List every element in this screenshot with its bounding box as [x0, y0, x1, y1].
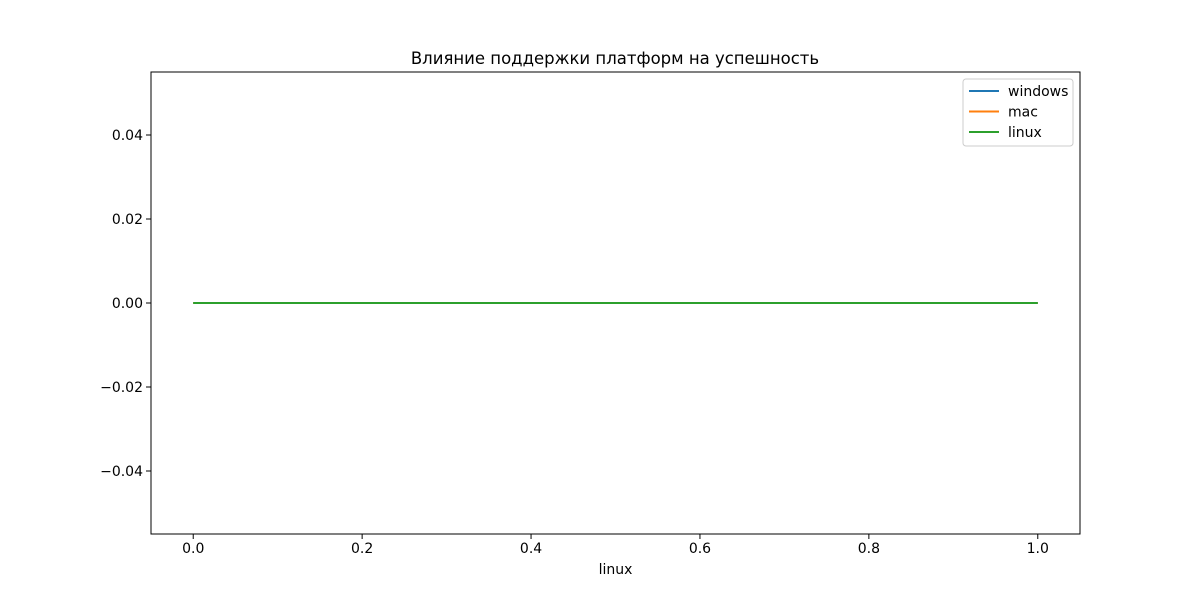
- x-axis-ticks: 0.0 0.2 0.4 0.6 0.8 1.0: [182, 534, 1049, 557]
- y-tick-label: 0.00: [112, 296, 143, 312]
- x-axis-label: linux: [599, 562, 633, 578]
- legend: windows mac linux: [962, 78, 1074, 147]
- legend-label-linux: linux: [1008, 125, 1042, 141]
- chart-title: Влияние поддержки платформ на успешность: [411, 49, 819, 68]
- y-axis-ticks: 0.04 0.02 0.00 −0.02 −0.04: [100, 128, 151, 480]
- y-tick-label: 0.02: [112, 212, 143, 228]
- x-tick-label: 0.2: [351, 541, 373, 557]
- legend-box: [962, 78, 1074, 147]
- x-tick-label: 0.4: [520, 541, 542, 557]
- plot-frame: [150, 71, 1081, 535]
- x-tick-label: 1.0: [1027, 541, 1049, 557]
- x-tick-label: 0.8: [858, 541, 880, 557]
- y-tick-label: 0.04: [112, 128, 143, 144]
- x-tick-label: 0.0: [182, 541, 204, 557]
- x-tick-label: 0.6: [689, 541, 711, 557]
- legend-label-mac: mac: [1008, 105, 1038, 121]
- y-tick-label: −0.02: [100, 380, 143, 396]
- y-tick-label: −0.04: [100, 464, 143, 480]
- legend-label-windows: windows: [1008, 84, 1068, 100]
